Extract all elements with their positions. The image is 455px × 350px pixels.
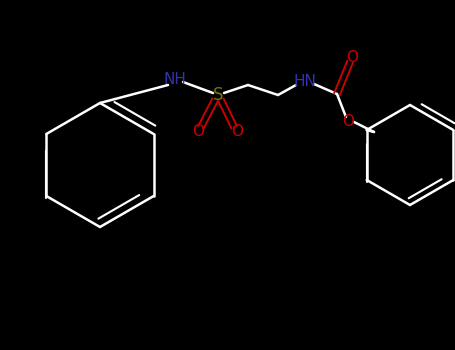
Text: O: O [192, 125, 204, 140]
Text: O: O [231, 125, 243, 140]
Text: NH: NH [163, 72, 187, 88]
Text: O: O [346, 49, 358, 64]
Text: S: S [213, 86, 223, 104]
Text: O: O [342, 114, 354, 130]
Text: HN: HN [293, 75, 316, 90]
